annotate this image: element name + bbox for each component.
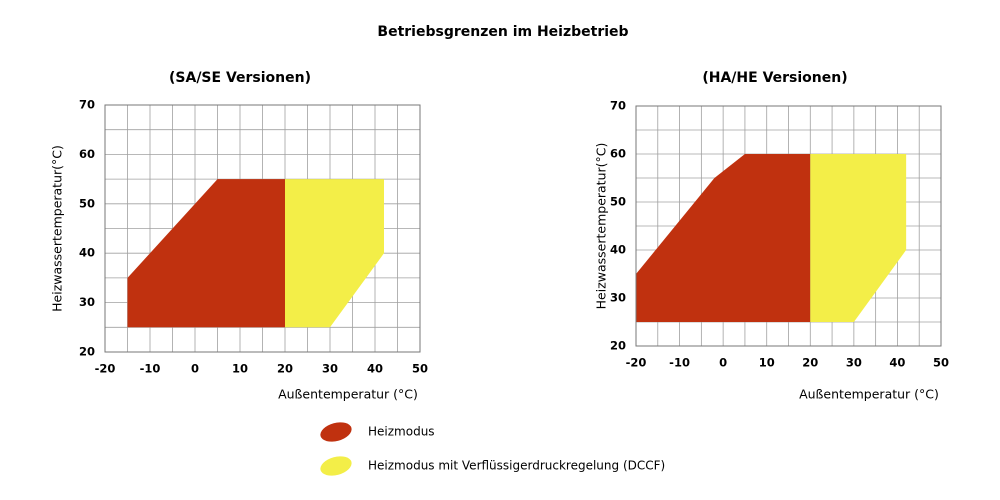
legend-label: Heizmodus xyxy=(368,425,435,439)
area xyxy=(285,179,384,328)
y-tick-label: 60 xyxy=(79,147,95,161)
legend-swatch xyxy=(320,422,352,442)
area xyxy=(810,154,907,322)
plot-border xyxy=(635,105,942,347)
y-tick-label: 50 xyxy=(79,196,95,210)
y-tick-label: 30 xyxy=(79,295,95,309)
x-tick-label: 40 xyxy=(889,356,905,370)
x-tick-label: 10 xyxy=(232,362,248,376)
y-tick-label: 20 xyxy=(79,345,95,359)
x-tick-label: -10 xyxy=(669,356,690,370)
x-tick-label: -20 xyxy=(626,356,647,370)
x-axis-label: Außentemperatur (°C) xyxy=(799,387,939,402)
y-axis-label: Heizwassertemperatur(°C) xyxy=(50,145,65,312)
x-tick-label: 40 xyxy=(367,362,383,376)
y-axis-label: Heizwassertemperatur(°C) xyxy=(594,143,609,310)
x-tick-label: 20 xyxy=(802,356,818,370)
y-tick-label: 70 xyxy=(610,99,626,113)
legend-label: Heizmodus mit Verflüssigerdruckregelung … xyxy=(368,459,665,473)
x-tick-label: 0 xyxy=(719,356,727,370)
chart-title: (HA/HE Versionen) xyxy=(702,70,847,86)
y-tick-label: 60 xyxy=(610,147,626,161)
y-tick-label: 30 xyxy=(610,291,626,305)
x-tick-label: 10 xyxy=(759,356,775,370)
x-tick-label: 50 xyxy=(412,362,428,376)
y-tick-label: 50 xyxy=(610,195,626,209)
y-tick-label: 70 xyxy=(79,98,95,112)
plot-border xyxy=(104,104,421,353)
legend-swatch xyxy=(320,456,352,476)
x-tick-label: 0 xyxy=(191,362,199,376)
x-tick-label: 20 xyxy=(277,362,293,376)
x-tick-label: 50 xyxy=(933,356,949,370)
x-tick-label: -10 xyxy=(140,362,161,376)
area xyxy=(127,179,285,328)
figure-title: Betriebsgrenzen im Heizbetrieb xyxy=(377,24,628,40)
area xyxy=(636,154,811,322)
y-tick-label: 40 xyxy=(79,246,95,260)
x-axis-label: Außentemperatur (°C) xyxy=(278,387,418,402)
x-tick-label: 30 xyxy=(846,356,862,370)
y-tick-label: 20 xyxy=(610,339,626,353)
x-tick-label: 30 xyxy=(322,362,338,376)
chart-title: (SA/SE Versionen) xyxy=(169,70,311,86)
x-tick-label: -20 xyxy=(95,362,116,376)
y-tick-label: 40 xyxy=(610,243,626,257)
